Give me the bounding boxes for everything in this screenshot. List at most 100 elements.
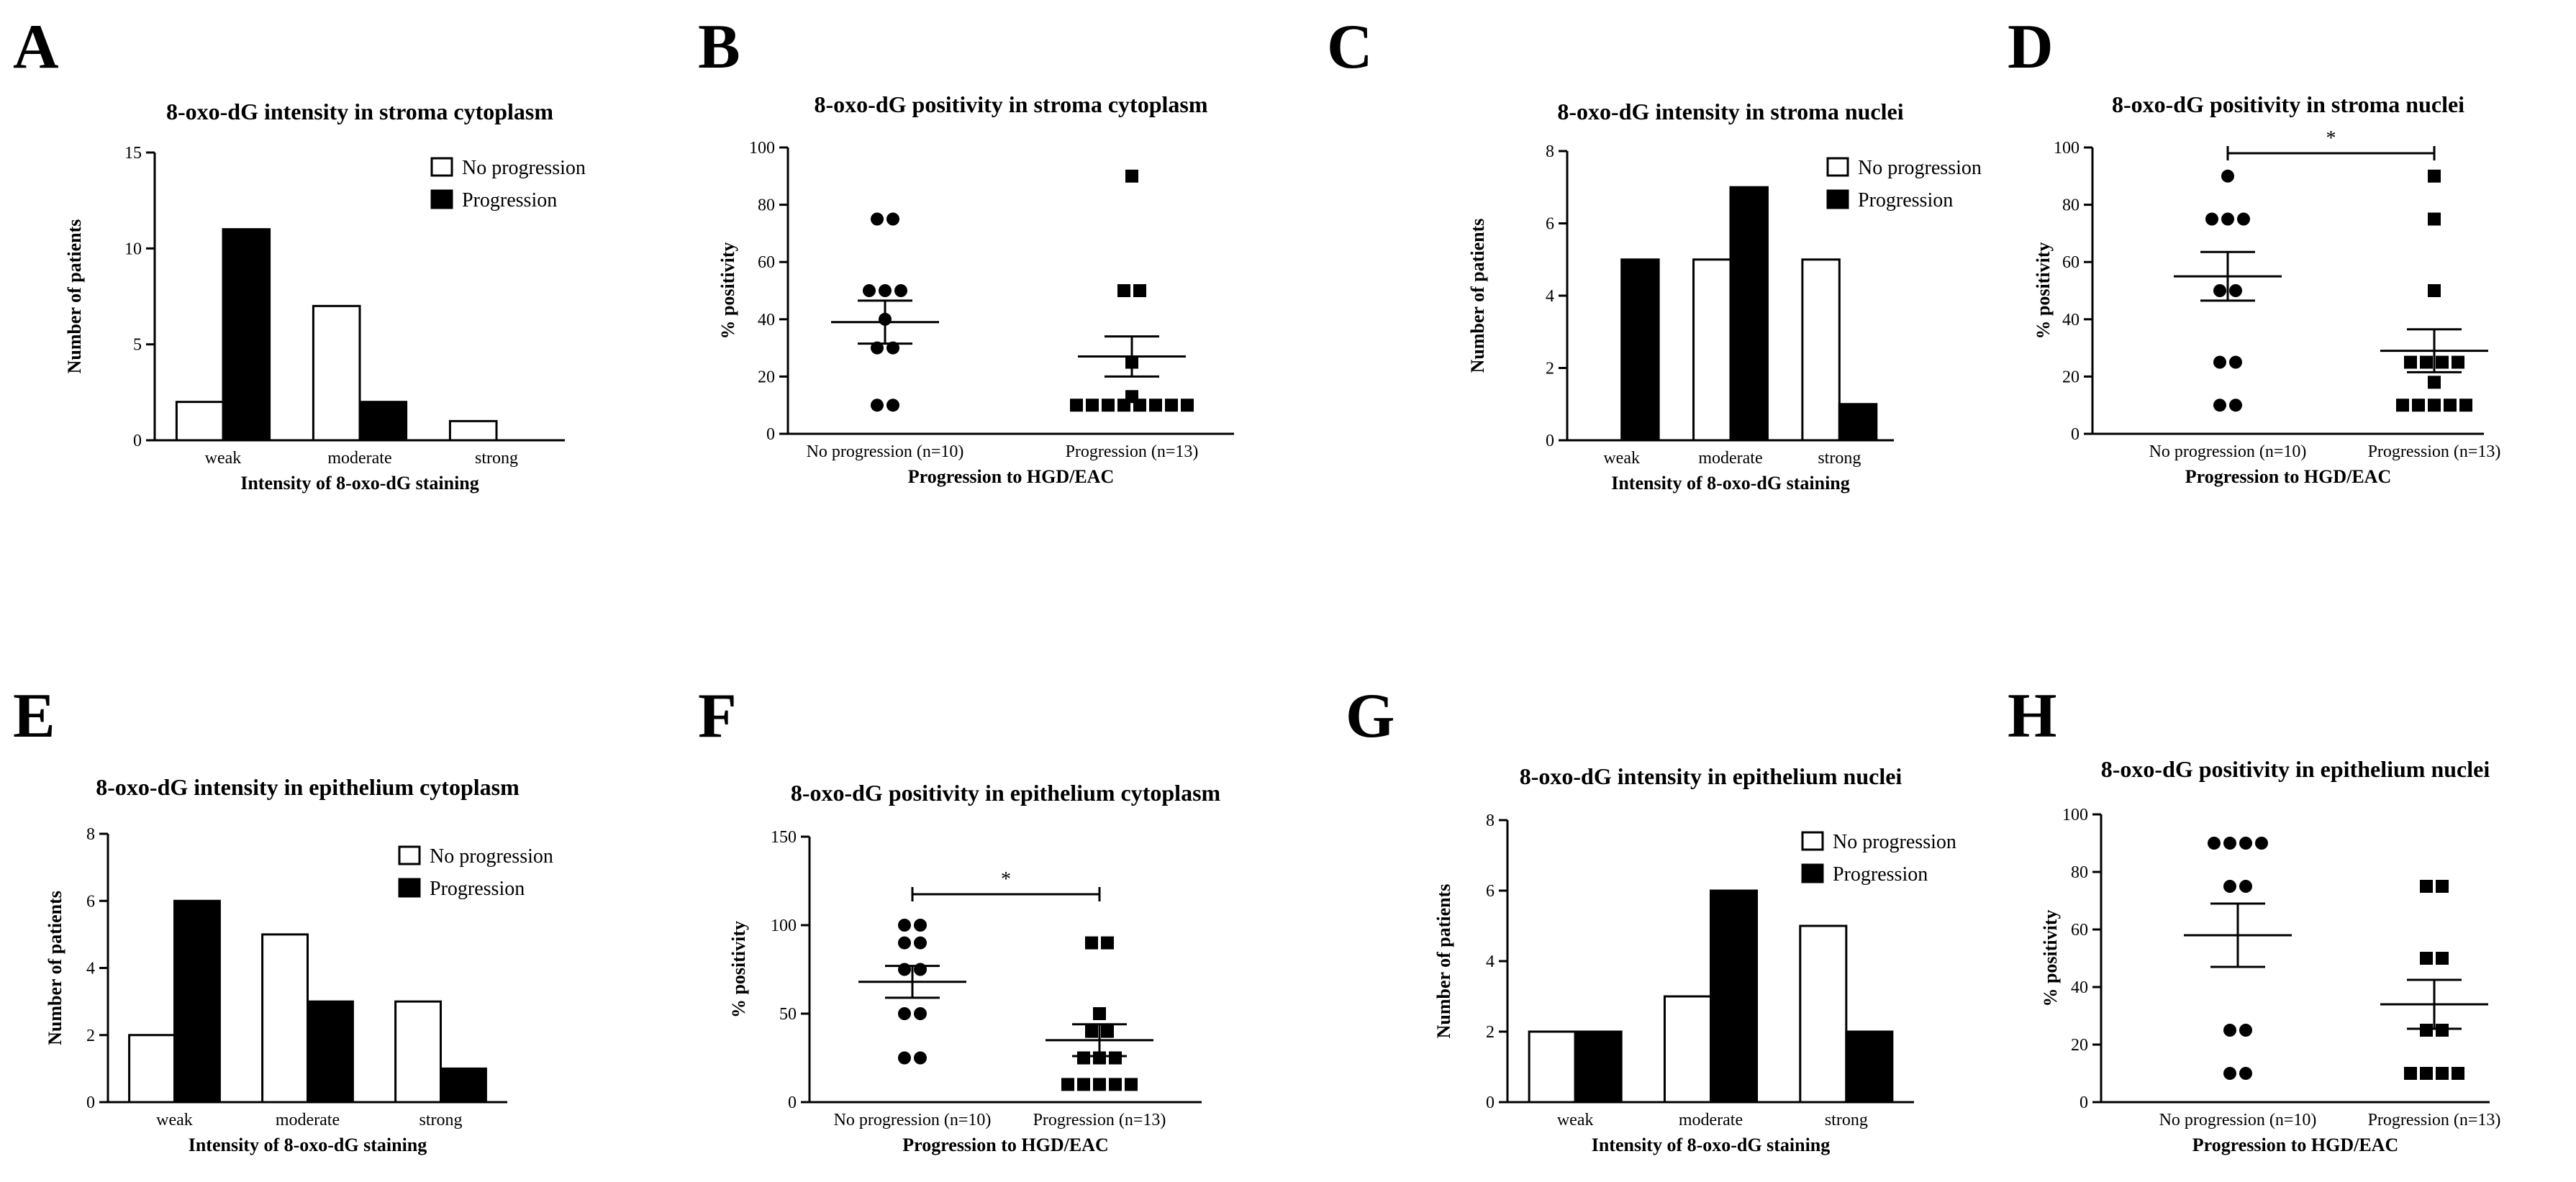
data-point-no-progression: [2213, 284, 2226, 297]
data-point-progression: [2459, 399, 2472, 412]
y-tick-label: 100: [771, 917, 797, 935]
y-axis-label: Number of patients: [1433, 884, 1454, 1039]
bar-progression: [440, 1067, 487, 1104]
significance-marker: *: [1001, 868, 1011, 891]
data-point-no-progression: [2213, 399, 2226, 412]
chart-c: 8-oxo-dG intensity in stroma nuclei 0 2 4 6 8…: [1467, 99, 1982, 494]
chart-title: 8-oxo-dG intensity in epithelium cytopla…: [96, 774, 520, 800]
data-point-progression: [2428, 284, 2441, 297]
y-tick-label: 0: [766, 425, 775, 444]
legend-label: No progression: [430, 845, 553, 868]
data-point-progression: [1085, 936, 1098, 950]
y-tick-label: 100: [2054, 139, 2080, 158]
chart-title: 8-oxo-dG intensity in epithelium nuclei: [1520, 763, 1902, 789]
panel-b: B 8-oxo-dG positivity in stroma cytoplas…: [648, 0, 1295, 561]
y-tick-label: 20: [758, 368, 775, 386]
y-tick-label: 8: [1486, 812, 1495, 830]
y-tick-label: 8: [1546, 142, 1554, 161]
x-tick-label: No progression (n=10): [834, 1111, 992, 1129]
x-tick-label: strong: [475, 449, 518, 468]
y-tick-label: 5: [133, 336, 142, 355]
y-tick-label: 80: [2071, 863, 2088, 882]
x-tick-label: strong: [1818, 449, 1861, 468]
data-point-no-progression: [2237, 212, 2250, 226]
legend-swatch: [1801, 831, 1824, 851]
data-point-progression: [2428, 169, 2441, 183]
chart-title: 8-oxo-dG positivity in stroma nuclei: [2112, 91, 2464, 117]
data-point-no-progression: [2229, 399, 2242, 412]
data-point-progression: [1093, 1051, 1106, 1065]
y-tick-label: 100: [2062, 806, 2088, 824]
legend-swatch: [430, 189, 453, 209]
legend-swatch: [1801, 863, 1824, 883]
panel-g: G 8-oxo-dG intensity in epithelium nucle…: [1295, 619, 1956, 1182]
data-point-no-progression: [2223, 880, 2236, 893]
bar-no-progression: [1799, 924, 1848, 1104]
chart-a: 8-oxo-dG intensity in stroma cytoplasm 0 5…: [64, 99, 586, 494]
y-tick-label: 80: [2062, 196, 2080, 215]
bar-no-progression: [261, 933, 309, 1104]
data-point-progression: [2452, 355, 2464, 369]
chart-title: 8-oxo-dG intensity in stroma nuclei: [1557, 99, 1903, 124]
y-axis-label: % positivity: [728, 921, 749, 1018]
data-point-progression: [1125, 169, 1138, 183]
x-tick-label: Progression (n=13): [2368, 1111, 2501, 1129]
legend-label: Progression: [430, 878, 525, 900]
y-tick-label: 0: [788, 1094, 797, 1112]
x-tick-label: Progression (n=13): [1033, 1111, 1166, 1129]
x-tick-label: weak: [205, 449, 242, 468]
bar-no-progression: [175, 401, 225, 442]
data-point-progression: [2404, 1067, 2417, 1080]
x-axis-label: Progression to HGD/EAC: [902, 1135, 1108, 1155]
data-point-progression: [1093, 1078, 1106, 1091]
data-point-no-progression: [898, 1051, 911, 1065]
data-point-no-progression: [886, 399, 899, 412]
data-point-no-progression: [2229, 284, 2242, 297]
data-point-progression: [1077, 1078, 1090, 1091]
x-axis-label: Progression to HGD/EAC: [908, 466, 1114, 487]
data-point-progression: [1070, 399, 1083, 412]
bar-progression: [1574, 1030, 1623, 1104]
y-tick-label: 6: [1546, 215, 1554, 234]
bar-progression: [173, 899, 221, 1104]
legend-label: No progression: [1833, 831, 1956, 853]
bar-no-progression: [1692, 258, 1732, 442]
y-tick-label: 2: [1546, 360, 1554, 378]
bar-progression: [307, 1000, 354, 1104]
data-point-no-progression: [2221, 212, 2234, 226]
x-tick-label: moderate: [327, 449, 391, 468]
data-point-progression: [1102, 399, 1115, 412]
x-tick-label: No progression (n=10): [807, 442, 964, 461]
y-tick-label: 0: [2080, 1094, 2088, 1112]
chart-title: 8-oxo-dG positivity in epithelium cytopl…: [791, 780, 1221, 806]
data-point-no-progression: [898, 1007, 911, 1020]
y-tick-label: 4: [1486, 953, 1495, 971]
y-axis-label: % positivity: [2033, 242, 2054, 339]
legend-swatch: [398, 845, 421, 865]
data-point-progression: [1165, 399, 1178, 412]
y-tick-label: 150: [771, 828, 797, 847]
data-point-progression: [1085, 1024, 1098, 1038]
data-point-progression: [2420, 880, 2433, 893]
bar-no-progression: [312, 304, 361, 442]
data-point-no-progression: [2223, 1024, 2236, 1037]
legend-swatch: [1826, 189, 1849, 209]
data-point-progression: [1109, 1051, 1122, 1065]
data-point-no-progression: [2239, 1067, 2252, 1080]
y-tick-label: 0: [1486, 1094, 1495, 1112]
chart-d: 8-oxo-dG positivity in stroma nuclei 0 20 4…: [2033, 91, 2500, 487]
data-point-no-progression: [2239, 1024, 2252, 1037]
y-tick-label: 40: [2062, 311, 2080, 329]
data-point-no-progression: [914, 1051, 927, 1065]
data-point-no-progression: [2239, 880, 2252, 893]
bar-no-progression: [394, 1000, 442, 1104]
bar-progression: [222, 228, 271, 442]
x-tick-label: No progression (n=10): [2159, 1111, 2317, 1129]
panel-letter-d: D: [2008, 12, 2054, 82]
data-point-progression: [2436, 880, 2449, 893]
y-tick-label: 8: [86, 825, 95, 844]
data-point-progression: [2404, 355, 2417, 369]
y-tick-label: 20: [2062, 368, 2080, 386]
data-point-progression: [2436, 355, 2449, 369]
panel-f: F 8-oxo-dG positivity in epithelium cyto…: [648, 619, 1295, 1182]
